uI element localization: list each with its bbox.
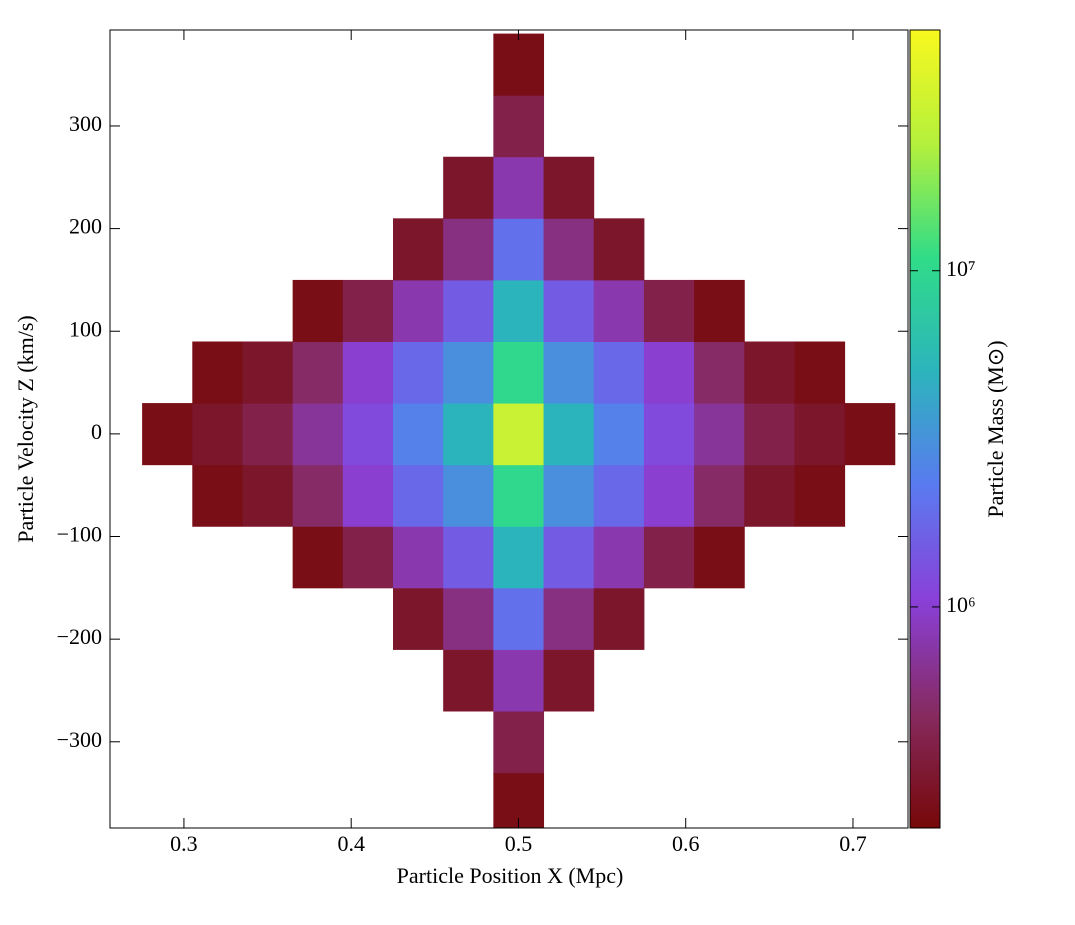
heatmap-cell [543, 341, 595, 404]
heatmap-cell [593, 464, 645, 527]
heatmap-cell [393, 587, 444, 650]
heatmap-cell [292, 403, 344, 466]
heatmap-cell [543, 279, 595, 343]
heatmap-cell [493, 33, 545, 96]
heatmap-cell [493, 649, 545, 712]
heatmap-cell [543, 464, 595, 527]
heatmap-cell [443, 464, 494, 527]
x-axis-label: Particle Position X (Mpc) [397, 863, 624, 888]
x-tick-label: 0.5 [505, 831, 533, 856]
x-tick-label: 0.3 [170, 831, 198, 856]
heatmap-cell [694, 279, 745, 343]
colorbar-label: Particle Mass (M⊙) [983, 340, 1008, 517]
heatmap-cell [242, 464, 294, 527]
heatmap-cell [593, 526, 645, 589]
heatmap-cell [643, 403, 695, 466]
heatmap-cell [593, 279, 645, 343]
colorbar-tick-label: 10⁷ [946, 256, 976, 281]
heatmap-cell [342, 464, 394, 527]
heatmap-cell [142, 403, 193, 466]
heatmap-cell [493, 95, 545, 158]
heatmap-cell [242, 403, 294, 466]
heatmap-cell [443, 526, 494, 589]
colorbar-tick-label: 10⁶ [946, 592, 976, 617]
heatmap-cell [393, 279, 444, 343]
heatmap-cell [342, 403, 394, 466]
heatmap-cell [543, 587, 595, 650]
x-tick-label: 0.4 [337, 831, 365, 856]
heatmap-cell [694, 403, 745, 466]
heatmap-cell [493, 710, 545, 774]
y-tick-label: −200 [57, 624, 102, 649]
heatmap-cell [292, 341, 344, 404]
heatmap [142, 33, 896, 828]
plot-frame [109, 29, 909, 829]
heatmap-cell [292, 464, 344, 527]
x-tick-label: 0.6 [672, 831, 700, 856]
heatmap-cell [694, 464, 745, 527]
heatmap-cell [493, 156, 545, 219]
heatmap-cell [443, 649, 494, 712]
heatmap-cell [643, 464, 695, 527]
heatmap-cell [292, 279, 344, 343]
heatmap-cell [493, 587, 545, 650]
heatmap-cell [342, 341, 394, 404]
heatmap-cell [192, 464, 243, 527]
heatmap-cell [543, 403, 595, 466]
heatmap-cell [192, 403, 243, 466]
heatmap-cell [593, 403, 645, 466]
heatmap-cell [342, 279, 394, 343]
heatmap-cell [543, 156, 595, 219]
heatmap-cell [543, 218, 595, 281]
heatmap-cell [493, 464, 545, 527]
heatmap-cell [192, 341, 243, 404]
y-tick-label: 200 [69, 214, 102, 239]
y-tick-label: −100 [57, 522, 102, 547]
heatmap-cell [393, 526, 444, 589]
heatmap-cell [393, 464, 444, 527]
y-tick-label: 100 [69, 316, 102, 341]
y-tick-label: 300 [69, 111, 102, 136]
heatmap-cell [794, 464, 846, 527]
heatmap-cell [643, 526, 695, 589]
heatmap-cell [593, 341, 645, 404]
heatmap-cell [643, 341, 695, 404]
heatmap-cell [794, 403, 846, 466]
heatmap-cell [643, 279, 695, 343]
heatmap-cell [443, 279, 494, 343]
heatmap-cell [393, 218, 444, 281]
heatmap-cell [342, 526, 394, 589]
heatmap-cell [543, 526, 595, 589]
colorbar [909, 29, 941, 829]
heatmap-cell [694, 341, 745, 404]
heatmap-cell [443, 218, 494, 281]
heatmap-cell [744, 403, 795, 466]
heatmap-cell [393, 403, 444, 466]
heatmap-cell [393, 341, 444, 404]
heatmap-cell [593, 587, 645, 650]
heatmap-cell [493, 341, 545, 404]
heatmap-cell [543, 649, 595, 712]
x-tick-label: 0.7 [839, 831, 867, 856]
heatmap-cell [443, 587, 494, 650]
heatmap-cell [242, 341, 294, 404]
heatmap-cell [443, 341, 494, 404]
y-tick-label: −300 [57, 727, 102, 752]
heatmap-cell [493, 403, 545, 466]
heatmap-cell [844, 403, 896, 466]
heatmap-cell [593, 218, 645, 281]
heatmap-cell [443, 156, 494, 219]
heatmap-cell [744, 464, 795, 527]
heatmap-cell [794, 341, 846, 404]
heatmap-cell [443, 403, 494, 466]
heatmap-cell [694, 526, 745, 589]
heatmap-cell [493, 218, 545, 281]
y-tick-label: 0 [91, 419, 102, 444]
heatmap-cell [493, 526, 545, 589]
heatmap-cell [292, 526, 344, 589]
heatmap-cell [493, 279, 545, 343]
y-axis-label: Particle Velocity Z (km/s) [13, 315, 38, 543]
heatmap-cell [744, 341, 795, 404]
